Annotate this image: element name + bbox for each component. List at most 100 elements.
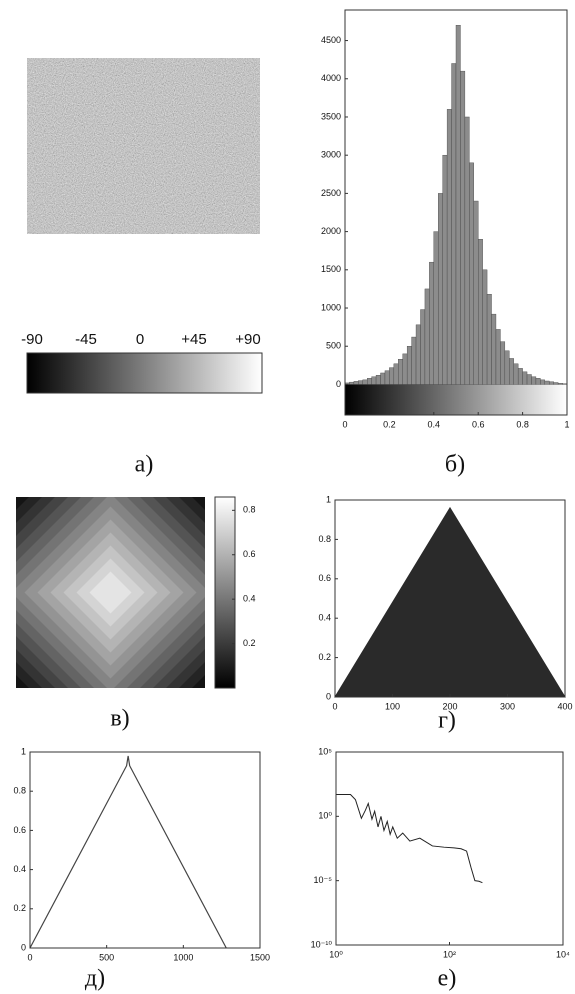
line (336, 793, 483, 884)
bar (393, 363, 399, 385)
y-tick-label: 0.6 (13, 825, 26, 835)
bar (415, 324, 421, 385)
panel-caption: в) (110, 706, 129, 732)
colorbar (345, 384, 567, 415)
y-tick-label: 0.4 (13, 864, 26, 874)
y-tick-label: 10⁻¹⁰ (311, 939, 333, 949)
colorbar-tick-label: 0.2 (243, 638, 256, 648)
panel-caption: е) (438, 966, 457, 992)
bar (367, 378, 372, 385)
x-tick-label: 200 (442, 701, 457, 711)
y-tick-label: 0 (21, 942, 26, 952)
y-tick-label: 10⁰ (318, 811, 332, 821)
y-tick-label: 1000 (321, 302, 341, 312)
colorbar-tick-label: 0.6 (243, 549, 256, 559)
y-tick-label: 1 (326, 494, 331, 504)
bar (522, 371, 528, 385)
bar (482, 269, 488, 385)
x-tick-label: 1500 (250, 952, 270, 962)
bar (491, 313, 497, 385)
axes-frame (29, 751, 261, 949)
x-tick-label: 0.8 (516, 419, 529, 429)
bar (495, 329, 501, 385)
y-tick-label: 3000 (321, 150, 341, 160)
y-tick-label: 0.2 (318, 652, 331, 662)
y-tick-label: 1500 (321, 264, 341, 274)
bar (549, 381, 554, 385)
bar (562, 383, 568, 385)
bar (469, 162, 474, 385)
panel-caption: б) (445, 452, 465, 478)
colorbar-tick-label: 0.8 (243, 505, 256, 515)
axes-frame (335, 751, 564, 946)
bar (358, 380, 363, 385)
y-tick-label: 10⁻⁵ (314, 875, 333, 885)
x-tick-label: 500 (99, 952, 114, 962)
bar (446, 109, 452, 385)
x-tick-label: 400 (557, 701, 572, 711)
y-tick-label: 0.6 (318, 573, 331, 583)
colorbar-tick-label: +45 (181, 331, 206, 348)
y-tick-label: 0.4 (318, 613, 331, 623)
bar (380, 372, 386, 385)
bar (371, 376, 377, 385)
bar (509, 358, 514, 385)
y-tick-label: 2000 (321, 226, 341, 236)
bar (406, 346, 412, 385)
y-tick-label: 0 (336, 379, 341, 389)
line (29, 755, 227, 949)
y-tick-label: 2500 (321, 188, 341, 198)
x-tick-label: 10⁴ (556, 949, 570, 959)
y-tick-label: 500 (326, 341, 341, 351)
noise-image (27, 58, 260, 234)
x-tick-label: 0.4 (428, 419, 441, 429)
colorbar-tick-label: 0 (136, 331, 144, 348)
panel-caption: г) (438, 708, 456, 734)
bar (513, 363, 519, 385)
x-tick-label: 0 (27, 952, 32, 962)
x-tick-label: 1000 (173, 952, 193, 962)
x-tick-label: 0 (332, 701, 337, 711)
bar (531, 376, 537, 385)
bar (375, 375, 381, 385)
x-tick-label: 100 (385, 701, 400, 711)
bar (389, 367, 395, 385)
bar (398, 359, 403, 385)
y-tick-label: 0.2 (13, 903, 26, 913)
colorbar-tick-label: -90 (21, 331, 43, 348)
bar (438, 193, 443, 385)
colorbar (214, 496, 236, 689)
bar (349, 381, 355, 385)
bar (424, 288, 430, 385)
x-tick-label: 10² (443, 949, 456, 959)
bar (451, 63, 457, 385)
bar (557, 383, 563, 385)
x-tick-label: 1 (564, 419, 569, 429)
bar (420, 309, 426, 385)
bar (464, 116, 470, 385)
x-tick-label: 0.6 (472, 419, 485, 429)
y-tick-label: 0.8 (13, 786, 26, 796)
x-tick-label: 10⁰ (329, 949, 343, 959)
bar (433, 231, 439, 385)
bar (473, 200, 479, 385)
bar (526, 374, 532, 385)
bar (540, 379, 545, 385)
bar (455, 25, 461, 385)
colorbar-tick-label: -45 (75, 331, 97, 348)
colorbar (26, 352, 263, 394)
bar (353, 381, 359, 385)
bar (429, 261, 434, 385)
area (334, 506, 566, 698)
x-tick-label: 300 (500, 701, 515, 711)
bar (362, 379, 368, 385)
bar (460, 70, 466, 385)
y-tick-label: 0 (326, 691, 331, 701)
y-tick-label: 4500 (321, 35, 341, 45)
x-tick-label: 0.2 (383, 419, 396, 429)
diamond-level (89, 571, 132, 614)
bar (535, 378, 541, 385)
bar (553, 382, 559, 385)
